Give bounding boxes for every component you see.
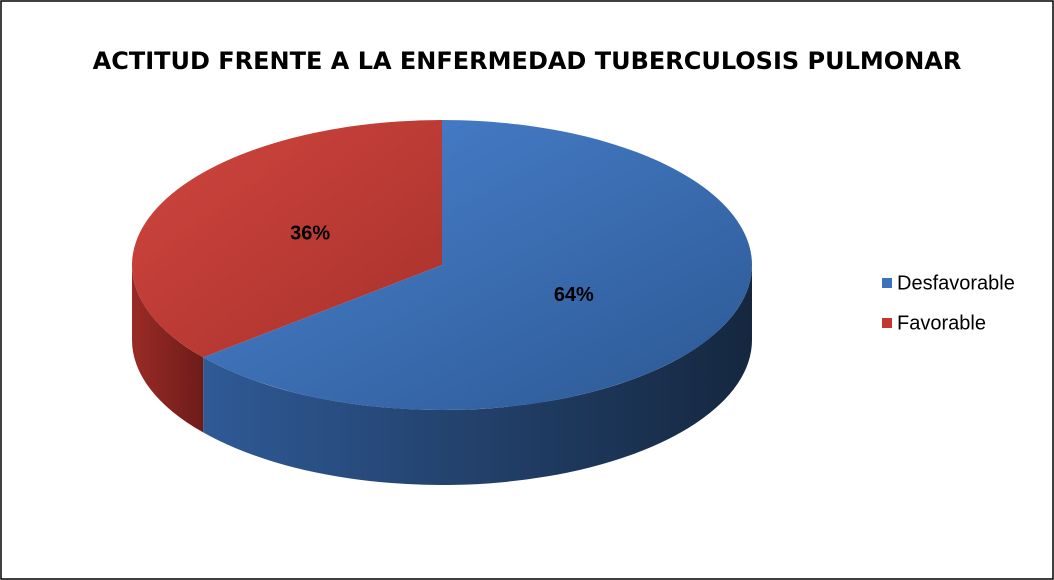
- pie-top: [203, 120, 753, 411]
- data-label: 64%: [554, 284, 594, 306]
- pie-slice: [203, 120, 753, 486]
- chart-title: ACTITUD FRENTE A LA ENFERMEDAD TUBERCULO…: [93, 47, 962, 75]
- pie-side: [132, 265, 204, 433]
- pie-top: [131, 119, 442, 358]
- legend-label: Favorable: [897, 312, 986, 334]
- data-label: 36%: [290, 222, 330, 244]
- legend-swatch: [882, 278, 892, 288]
- legend-swatch: [882, 318, 892, 328]
- legend-label: Desfavorable: [897, 272, 1015, 294]
- pie-side: [203, 265, 753, 486]
- pie-slice: [131, 119, 442, 433]
